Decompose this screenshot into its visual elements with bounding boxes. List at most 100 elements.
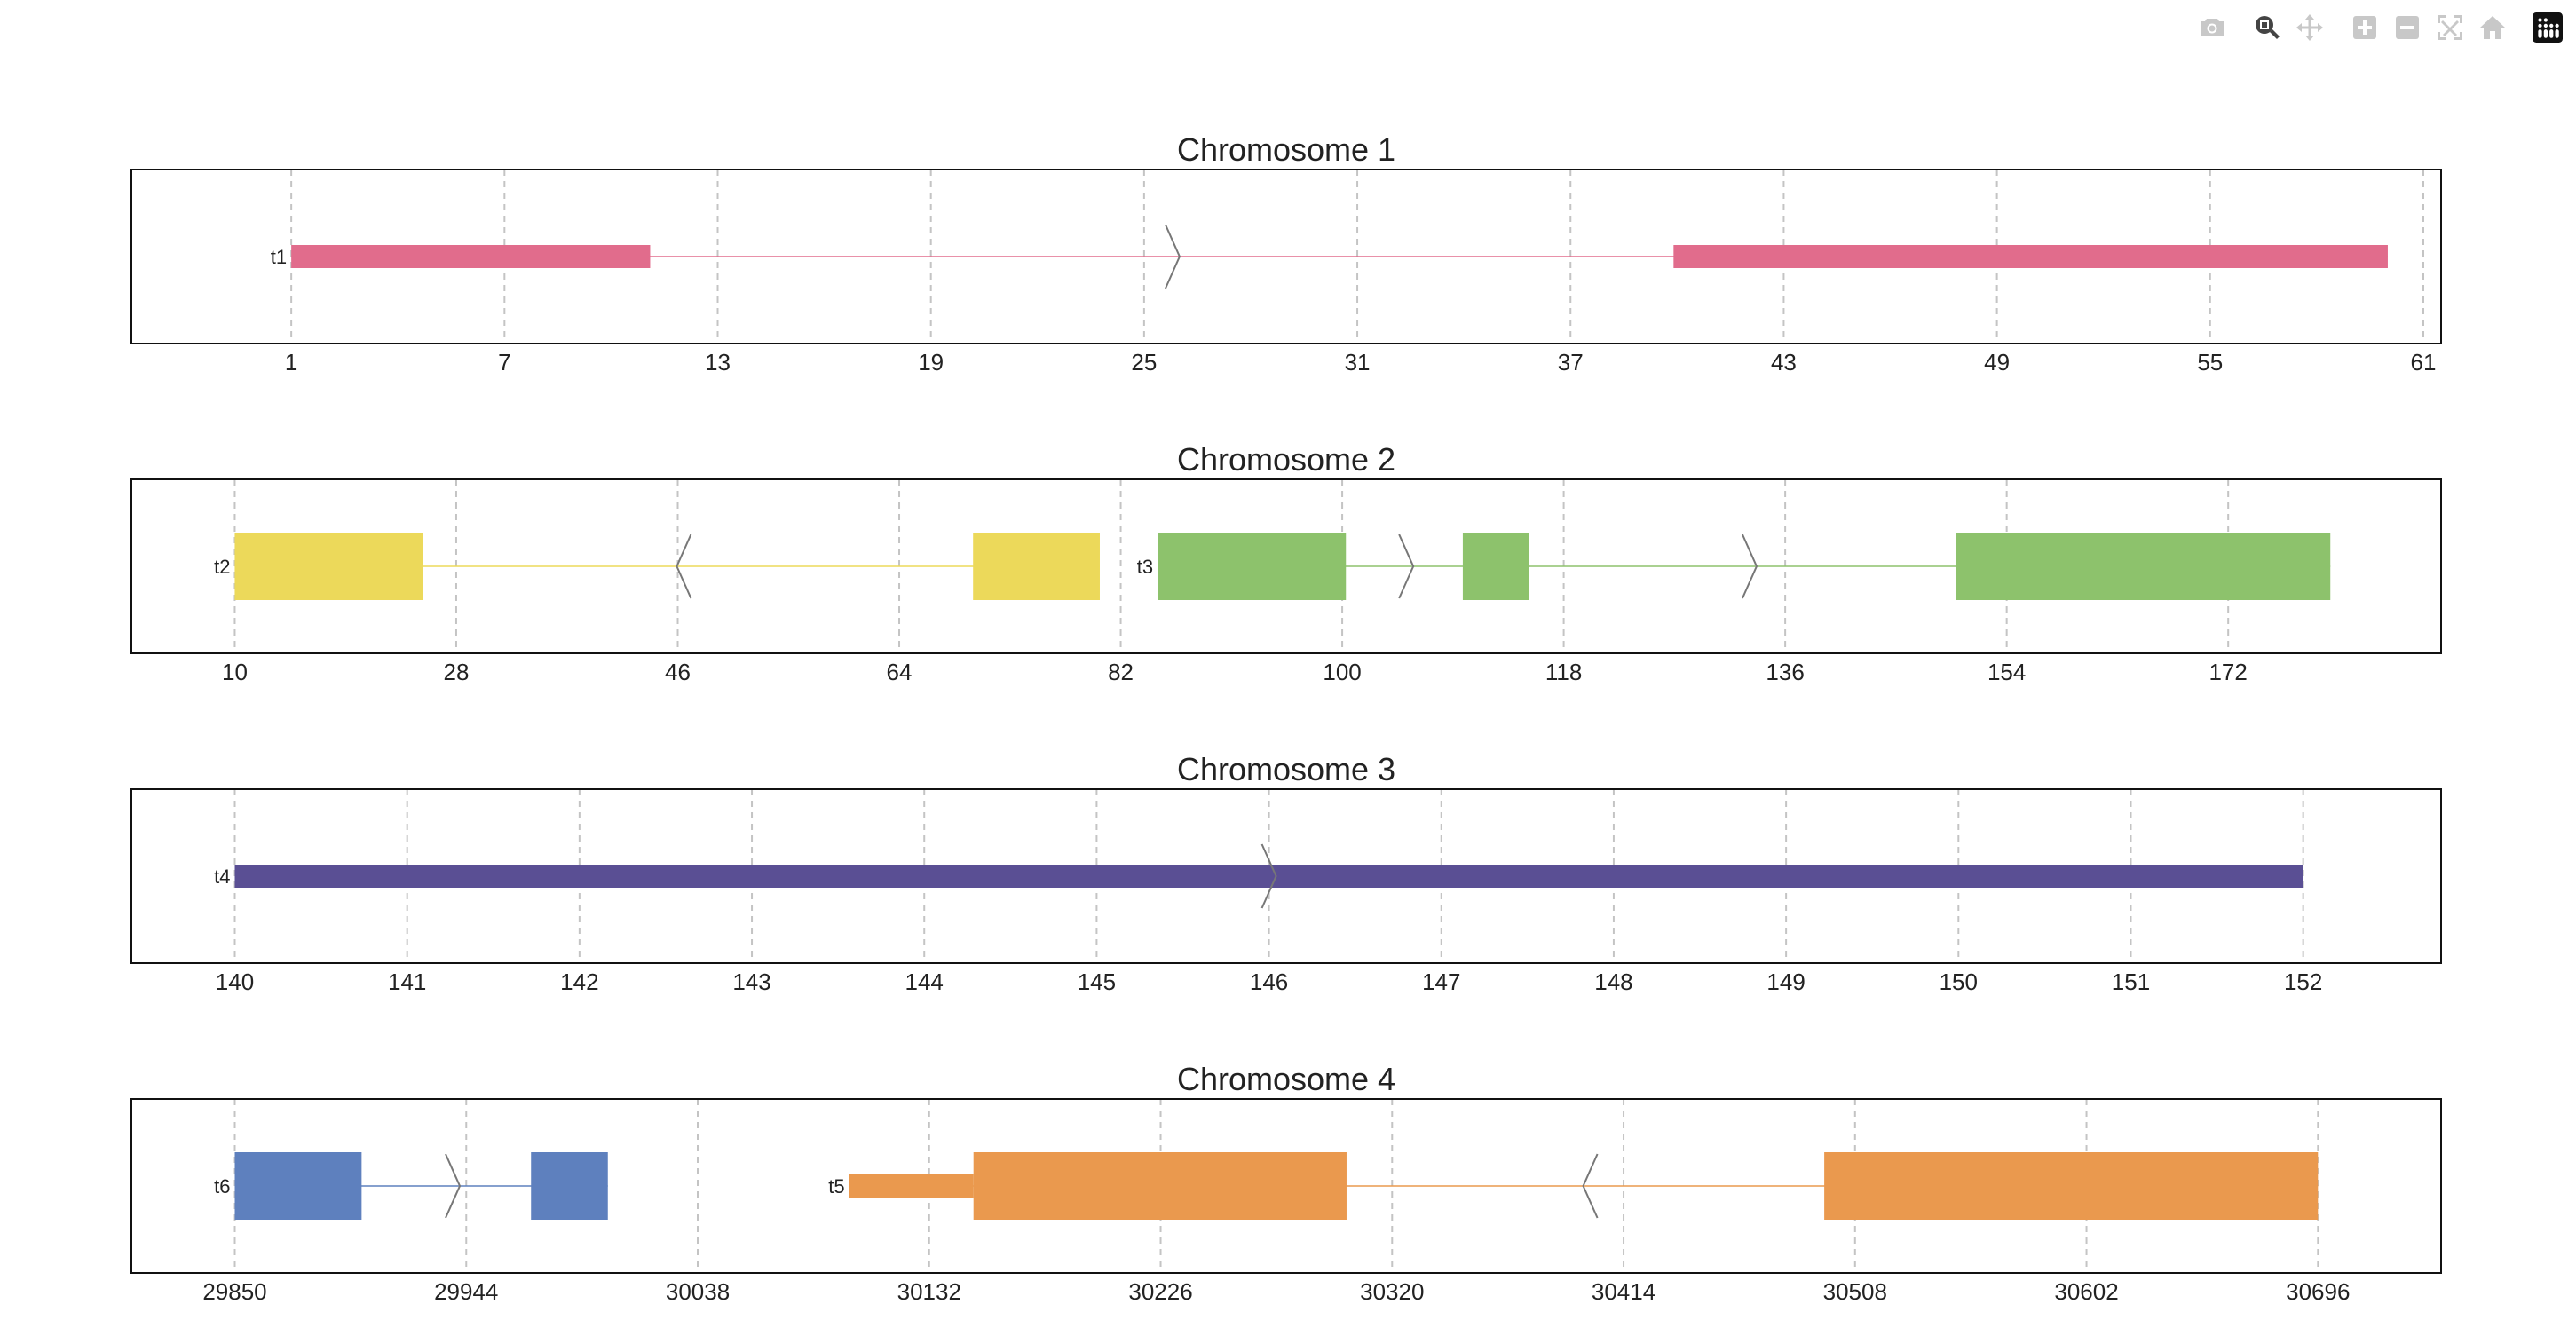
exon-block[interactable] [1824, 1152, 2319, 1220]
exon-block[interactable] [531, 1152, 608, 1220]
x-tick-label: 64 [887, 659, 913, 685]
x-tick-label: 30226 [1128, 1278, 1192, 1305]
x-tick-label: 46 [665, 659, 691, 685]
x-tick-label: 152 [2284, 968, 2322, 995]
x-tick-label: 43 [1771, 349, 1797, 375]
transcript-label: t6 [214, 1175, 230, 1198]
plotly-logo-button[interactable] [2526, 7, 2569, 48]
zoom-button[interactable] [2246, 7, 2288, 48]
exon-block[interactable] [973, 1152, 1347, 1220]
x-tick-label: 145 [1078, 968, 1116, 995]
x-tick-label: 151 [2112, 968, 2150, 995]
x-tick-label: 118 [1545, 659, 1582, 685]
strand-arrow [1582, 1153, 1599, 1219]
exon-block[interactable] [234, 865, 2303, 888]
reset-axes-icon [2480, 16, 2505, 39]
transcript-label: t1 [271, 246, 287, 268]
transcript-t5[interactable]: t5 [828, 1152, 2319, 1220]
pan-button[interactable] [2288, 7, 2331, 48]
x-tick-label: 10 [222, 659, 248, 685]
exon-block[interactable] [973, 533, 1100, 600]
chart-title: Chromosome 1 [1177, 131, 1395, 168]
plotly-logo-icon [2533, 12, 2563, 43]
plot-frame [130, 478, 2442, 654]
x-tick-label: 140 [216, 968, 254, 995]
transcript-t6[interactable]: t6 [214, 1152, 608, 1220]
modebar-group [2191, 7, 2233, 48]
x-tick-label: 142 [560, 968, 598, 995]
x-tick-label: 19 [918, 349, 944, 375]
strand-arrow [445, 1153, 462, 1219]
zoom-out-button[interactable] [2386, 7, 2429, 48]
x-tick-label: 148 [1594, 968, 1632, 995]
x-tick-label: 49 [1984, 349, 2010, 375]
modebar-group [2343, 7, 2514, 48]
x-tick-label: 7 [498, 349, 510, 375]
x-tick-label: 144 [905, 968, 944, 995]
zoom-in-button[interactable] [2343, 7, 2386, 48]
x-tick-label: 136 [1766, 659, 1804, 685]
zoom-in-icon [2353, 16, 2376, 39]
autoscale-button[interactable] [2429, 7, 2471, 48]
strand-arrow [1260, 843, 1277, 909]
chart-panel: Chromosome 3 t4 140 141 142 143 144 145 146 147 14… [130, 751, 2442, 995]
x-tick-label: 25 [1131, 349, 1157, 375]
exon-block[interactable] [849, 1174, 974, 1198]
exon-block[interactable] [234, 533, 423, 600]
x-tick-label: 30696 [2286, 1278, 2350, 1305]
strand-arrow [1164, 224, 1181, 289]
x-tick-label: 143 [732, 968, 770, 995]
plot-frame [130, 1098, 2442, 1274]
x-tick-label: 149 [1766, 968, 1805, 995]
exon-block[interactable] [1462, 533, 1529, 600]
chart-panel: Chromosome 4 t6 t5 29850 29944 30038 30132 3022… [130, 1061, 2442, 1305]
x-tick-label: 82 [1108, 659, 1134, 685]
x-tick-label: 30320 [1360, 1278, 1424, 1305]
x-tick-label: 30132 [897, 1278, 961, 1305]
strand-arrow [676, 534, 692, 599]
x-tick-label: 1 [285, 349, 297, 375]
camera-icon [2201, 19, 2224, 36]
chart-title: Chromosome 3 [1177, 751, 1395, 787]
x-tick-label: 61 [2411, 349, 2437, 375]
zoom-icon [2256, 16, 2280, 39]
chart-panel: Chromosome 2 t2 t3 10 28 46 64 82 100 118 136 154 17… [130, 441, 2442, 685]
transcript-t2[interactable]: t2 [214, 533, 1100, 600]
transcript-t1[interactable]: t1 [271, 224, 2388, 289]
x-tick-label: 30038 [666, 1278, 730, 1305]
modebar [2178, 7, 2569, 48]
x-tick-label: 172 [2209, 659, 2247, 685]
camera-button[interactable] [2191, 7, 2233, 48]
plot-frame [130, 788, 2442, 964]
modebar-group [2526, 7, 2569, 48]
exon-block[interactable] [1673, 245, 2388, 268]
chart-panel: Chromosome 1 t1 1 7 13 19 25 31 37 43 49 55 61 [130, 131, 2442, 375]
transcript-t4[interactable]: t4 [214, 843, 2303, 909]
transcript-label: t4 [214, 866, 230, 888]
exon-block[interactable] [291, 245, 651, 268]
transcript-label: t5 [828, 1175, 844, 1198]
x-tick-label: 150 [1940, 968, 1978, 995]
zoom-out-icon [2396, 16, 2419, 39]
chart-title: Chromosome 4 [1177, 1061, 1395, 1097]
chart-title: Chromosome 2 [1177, 441, 1395, 478]
strand-arrow [1742, 534, 1758, 599]
x-tick-label: 28 [444, 659, 470, 685]
x-tick-label: 13 [705, 349, 731, 375]
x-tick-label: 141 [388, 968, 426, 995]
plot-frame [130, 169, 2442, 344]
x-tick-label: 146 [1250, 968, 1288, 995]
x-tick-label: 31 [1345, 349, 1371, 375]
x-tick-label: 147 [1422, 968, 1460, 995]
x-tick-label: 29944 [434, 1278, 498, 1305]
x-tick-label: 30414 [1592, 1278, 1655, 1305]
exon-block[interactable] [1158, 533, 1347, 600]
exon-block[interactable] [1956, 533, 2331, 600]
transcript-t3[interactable]: t3 [1137, 533, 2331, 600]
x-tick-label: 30508 [1823, 1278, 1887, 1305]
exon-block[interactable] [234, 1152, 362, 1220]
reset-axes-button[interactable] [2471, 7, 2514, 48]
strand-arrow [1398, 534, 1415, 599]
x-tick-label: 100 [1323, 659, 1361, 685]
x-tick-label: 154 [1987, 659, 2026, 685]
